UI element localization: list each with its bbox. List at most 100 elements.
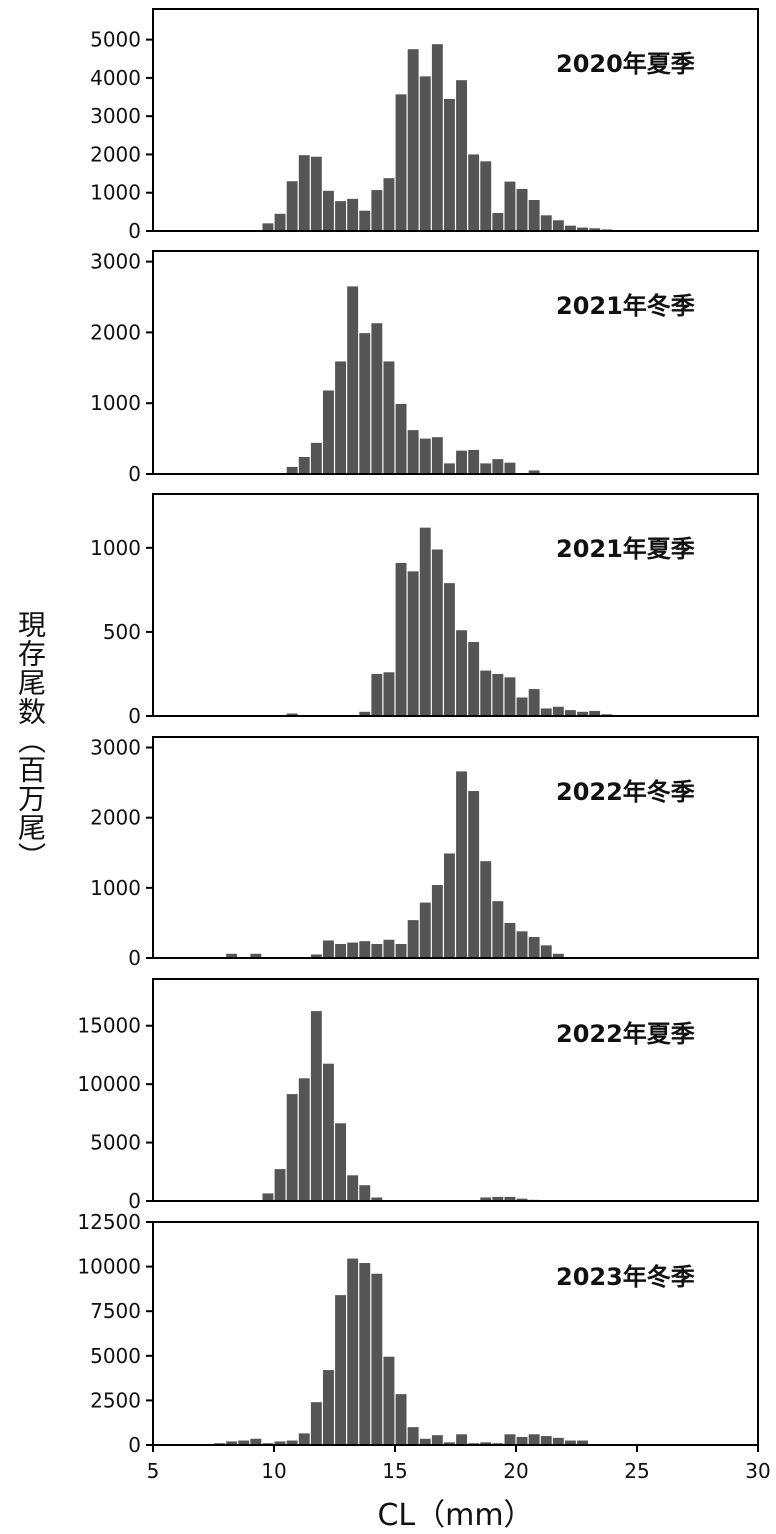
histogram-bar — [407, 49, 419, 231]
panel-frame — [152, 1221, 759, 1446]
histogram-bar — [274, 1169, 286, 1201]
histogram-bar — [528, 1434, 540, 1445]
histogram-bar — [310, 442, 322, 474]
histogram-bar — [492, 673, 504, 716]
histogram-bar — [431, 437, 443, 474]
histogram-bar — [335, 1295, 346, 1445]
histogram-bar — [565, 1440, 576, 1445]
y-tick-label: 0 — [128, 1189, 141, 1213]
histogram-bar — [492, 1196, 504, 1201]
panel-frame — [152, 493, 759, 717]
histogram-bar — [274, 213, 286, 231]
histogram-bar — [456, 1434, 467, 1445]
histogram-bar — [359, 1263, 371, 1445]
histogram-bar — [528, 200, 540, 231]
histogram-bar — [431, 885, 443, 958]
histogram-bar — [274, 1441, 286, 1445]
histogram-bar — [407, 920, 419, 958]
y-tick-label: 2000 — [90, 142, 141, 166]
histogram-bar — [480, 1197, 492, 1201]
histogram-bar — [419, 76, 431, 232]
histogram-bar — [516, 188, 528, 231]
histogram-bar — [371, 1197, 383, 1201]
x-tick-label: 10 — [261, 1459, 286, 1483]
y-tick-label: 0 — [128, 1433, 141, 1457]
x-tick-label: 25 — [624, 1459, 649, 1483]
histogram-bar — [419, 438, 431, 474]
histogram-bar — [528, 936, 540, 958]
histogram-bar — [444, 583, 455, 716]
histogram-bar — [335, 201, 346, 231]
y-tick-label: 1000 — [90, 536, 141, 560]
histogram-bar — [468, 449, 480, 474]
x-tick-label: 20 — [503, 1459, 528, 1483]
histogram-bar — [323, 1063, 334, 1201]
histogram-bar — [310, 1011, 322, 1201]
y-tick-label: 0 — [128, 946, 141, 970]
histogram-bar — [395, 562, 407, 716]
histogram-bar — [480, 670, 492, 716]
histogram-bar — [383, 178, 395, 231]
panel-title: 2021年冬季 — [556, 292, 695, 320]
x-tick-label: 5 — [147, 1459, 160, 1483]
histogram-bar — [371, 1273, 383, 1445]
histogram-bar — [431, 1435, 443, 1445]
y-tick-label: 5000 — [90, 28, 141, 52]
histogram-bar — [323, 390, 334, 474]
histogram-bar — [395, 943, 407, 958]
x-axis-label: CL（mm） — [377, 1498, 534, 1533]
histogram-bar — [359, 711, 371, 716]
histogram-bar — [226, 1441, 238, 1445]
histogram-bar — [516, 1198, 528, 1201]
histogram-bar — [480, 861, 492, 958]
histogram-bar — [540, 1436, 552, 1445]
histogram-bar — [492, 459, 504, 474]
histogram-bar — [335, 361, 346, 474]
histogram-bar — [298, 457, 310, 474]
histogram-bar — [250, 1438, 262, 1445]
histogram-bar — [323, 1370, 334, 1445]
x-tick-label: 30 — [745, 1459, 770, 1483]
y-axis-label-container: 現存尾数（百万尾） — [10, 560, 50, 920]
y-tick-label: 500 — [103, 620, 141, 644]
y-tick-label: 3000 — [90, 104, 141, 128]
histogram-bar — [468, 791, 480, 958]
histogram-bar — [456, 80, 467, 231]
histogram-bar — [359, 1185, 371, 1201]
histogram-bar — [335, 1123, 346, 1201]
histogram-bar — [298, 1433, 310, 1445]
histogram-bar — [456, 450, 467, 474]
histogram-bar — [516, 931, 528, 958]
histogram-bar — [540, 215, 552, 231]
y-tick-label: 15000 — [77, 1014, 141, 1038]
histogram-bar — [286, 466, 298, 474]
histogram-bar — [310, 1402, 322, 1445]
histogram-bar — [323, 940, 334, 958]
histogram-bar — [383, 672, 395, 716]
histogram-bar — [286, 713, 298, 716]
histogram-bar — [444, 463, 455, 474]
histogram-bar — [552, 706, 564, 716]
histogram-bar — [371, 190, 383, 231]
panel-frame — [152, 250, 759, 475]
histogram-bar — [286, 181, 298, 231]
histogram-bar — [577, 711, 588, 716]
histogram-bar — [504, 677, 516, 716]
histogram-bar — [310, 156, 322, 231]
histogram-bar — [504, 1434, 516, 1445]
panel-title: 2021年夏季 — [556, 535, 695, 563]
histogram-bar — [310, 954, 322, 958]
histogram-bar — [504, 922, 516, 958]
histogram-bar — [492, 901, 504, 958]
histogram-bar — [250, 953, 262, 958]
histogram-bar — [480, 463, 492, 474]
histogram-bar — [516, 1436, 528, 1445]
histogram-bar — [298, 155, 310, 231]
histogram-bar — [577, 1440, 588, 1445]
y-tick-label: 0 — [128, 704, 141, 728]
panel-frame — [152, 736, 759, 959]
histogram-bar — [286, 1440, 298, 1445]
histogram-bar — [468, 642, 480, 716]
